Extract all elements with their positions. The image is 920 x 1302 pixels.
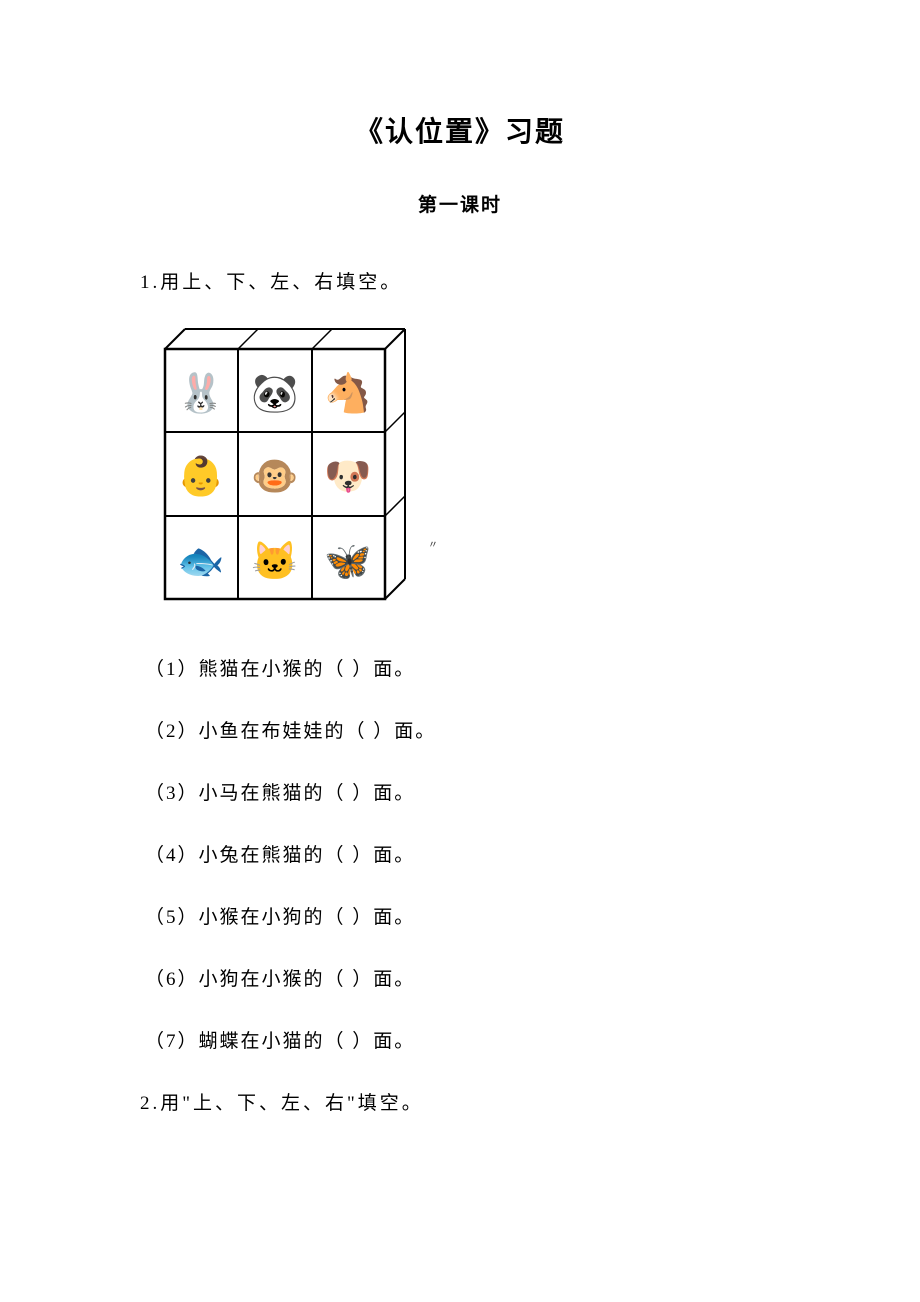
sub-question-1: （1）熊猫在小猴的（ ）面。 — [145, 654, 780, 681]
cell-fish: 🐟 — [177, 541, 224, 583]
cell-horse: 🐴 — [324, 371, 371, 415]
sub-question-7: （7）蝴蝶在小猫的（ ）面。 — [145, 1026, 780, 1053]
cell-panda: 🐼 — [251, 371, 299, 415]
page-title: 《认位置》习题 — [140, 110, 780, 150]
cell-doll: 👶 — [177, 454, 224, 498]
page-subtitle: 第一课时 — [140, 190, 780, 217]
sub-question-5: （5）小猴在小狗的（ ）面。 — [145, 902, 780, 929]
sub-question-3: （3）小马在熊猫的（ ）面。 — [145, 778, 780, 805]
sub-question-6: （6）小狗在小猴的（ ）面。 — [145, 964, 780, 991]
question-2-intro: 2.用"上、下、左、右"填空。 — [140, 1088, 780, 1115]
cell-dog: 🐶 — [324, 456, 371, 498]
cell-cat: 🐱 — [251, 540, 298, 583]
shelf-grid: 🐰 🐼 🐴 👶 🐵 🐶 🐟 🐱 🦋 — [150, 324, 420, 614]
question-1-intro: 1.用上、下、左、右填空。 — [140, 267, 780, 294]
cell-monkey: 🐵 — [251, 456, 298, 498]
sub-question-2: （2）小鱼在布娃娃的（ ）面。 — [145, 716, 780, 743]
cell-butterfly: 🦋 — [324, 541, 371, 583]
annotation-mark: 〃 — [428, 536, 438, 551]
sub-question-4: （4）小兔在熊猫的（ ）面。 — [145, 840, 780, 867]
cell-rabbit: 🐰 — [177, 371, 224, 415]
